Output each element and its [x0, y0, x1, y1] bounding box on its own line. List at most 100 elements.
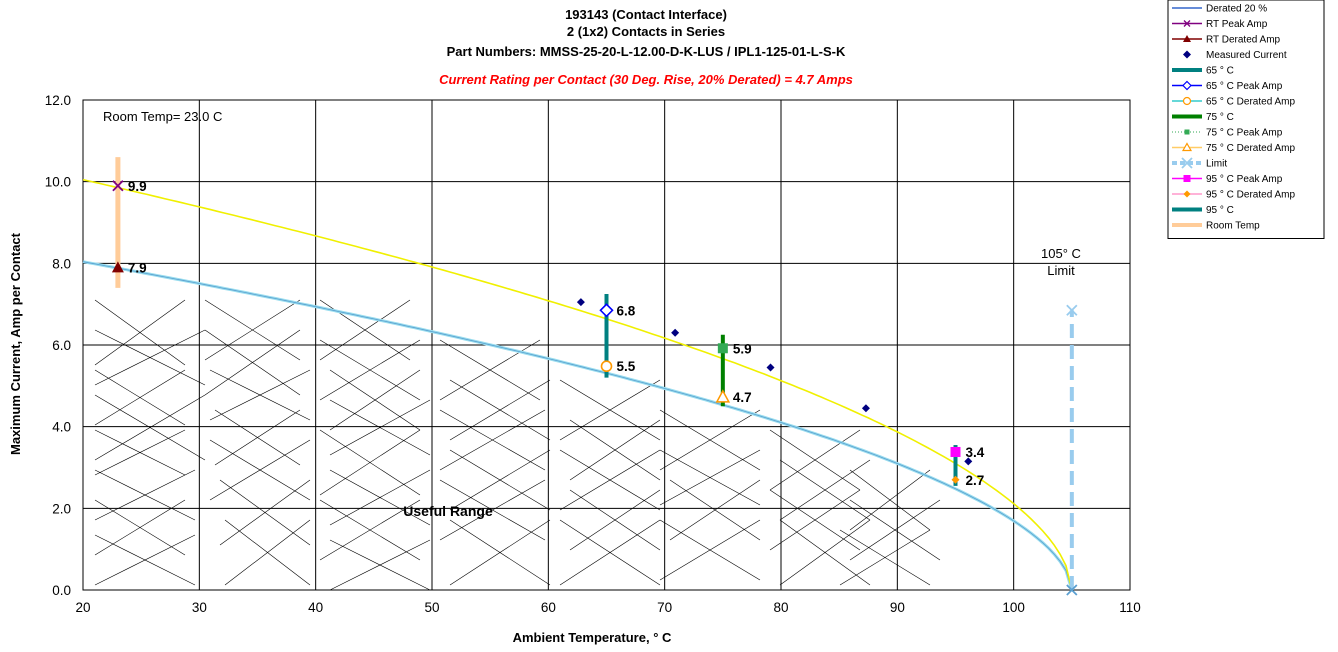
hatch-line — [94, 469, 196, 521]
series-3-point — [964, 457, 973, 466]
hatch-line — [569, 419, 661, 481]
data-label: 7.9 — [128, 260, 147, 275]
legend-item: 75 ° C — [1172, 112, 1234, 123]
legend-label: 65 ° C Peak Amp — [1206, 81, 1283, 92]
hatch-line — [769, 429, 861, 491]
legend-item: 65 ° C Derated Amp — [1172, 97, 1295, 108]
data-label: 4.7 — [733, 390, 752, 405]
hatch-line — [439, 479, 546, 541]
y-tick-label: 4.0 — [52, 420, 71, 435]
hatch-line — [209, 369, 311, 421]
legend-label: Derated 20 % — [1206, 4, 1267, 15]
legend-label: RT Peak Amp — [1206, 19, 1268, 30]
data-labels: 9.9 7.9 6.8 5.5 5.9 4.7 3.4 2.7 — [128, 179, 985, 488]
hatch-line — [439, 339, 541, 401]
x-tick-label: 100 — [1002, 600, 1025, 615]
hatch-line — [204, 329, 301, 396]
x-tick-label: 70 — [657, 600, 672, 615]
hatch-line — [319, 429, 421, 496]
hatch-line — [329, 399, 431, 456]
legend-label: 65 ° C Derated Amp — [1206, 97, 1295, 108]
data-label: 5.5 — [617, 359, 636, 374]
legend-item: 95 ° C Derated Amp — [1172, 190, 1295, 201]
hatch-line — [669, 479, 761, 541]
data-label: 6.8 — [617, 303, 636, 318]
hatch-line — [329, 369, 421, 431]
chart-title-line-2: 2 (1x2) Contacts in Series — [567, 24, 725, 39]
x-axis-title: Ambient Temperature, ° C — [513, 630, 672, 645]
hatch-line — [659, 409, 761, 471]
series-9-point — [715, 389, 731, 403]
derated-curve-core — [82, 261, 1073, 591]
hatch-line — [559, 379, 661, 441]
hatch-line — [94, 499, 186, 556]
x-tick-label: 50 — [424, 600, 439, 615]
hatch-line — [319, 299, 411, 361]
legend-item: RT Peak Amp — [1172, 19, 1268, 30]
hatch-line — [659, 519, 761, 581]
hatch-line — [219, 479, 311, 546]
hatch-line — [779, 519, 871, 586]
data-label: 3.4 — [966, 445, 985, 460]
useful-range-label: Useful Range — [403, 503, 493, 519]
legend-label: 95 ° C — [1206, 205, 1234, 216]
legend-marker — [1184, 129, 1190, 135]
legend-item: 65 ° C — [1172, 66, 1234, 77]
x-tick-label: 60 — [541, 600, 556, 615]
legend-marker — [1181, 142, 1193, 152]
x-tick-label: 90 — [890, 600, 905, 615]
series-12-point — [951, 475, 960, 484]
legend-marker — [1183, 20, 1191, 27]
room-temp-annotation: Room Temp= 23.0 C — [103, 109, 222, 124]
legend-label: Room Temp — [1206, 221, 1260, 232]
series-11-point — [950, 446, 961, 457]
legend-item: Derated 20 % — [1172, 4, 1267, 15]
hatch-line — [559, 449, 661, 511]
useful-range-hatching — [94, 299, 941, 591]
series-3-point — [671, 328, 680, 337]
series-3-point — [861, 404, 870, 413]
series-10-limit-top-marker — [1066, 304, 1078, 316]
legend-item: 75 ° C Derated Amp — [1172, 142, 1295, 154]
legend-item: RT Derated Amp — [1172, 35, 1281, 46]
legend-label: Measured Current — [1206, 50, 1287, 61]
series-3-point — [576, 298, 585, 307]
limit-annotation-line2: Limit — [1047, 263, 1075, 278]
legend-label: 75 ° C — [1206, 112, 1234, 123]
hatch-line — [94, 329, 206, 386]
x-tick-label: 40 — [308, 600, 323, 615]
series-8-point — [717, 343, 728, 354]
hatch-line — [659, 449, 761, 506]
chart-title-line-1: 193143 (Contact Interface) — [565, 7, 727, 22]
series-5-point — [599, 303, 614, 318]
legend-marker — [1183, 190, 1191, 198]
series-2-point — [111, 261, 124, 273]
hatch-line — [94, 299, 186, 366]
y-tick-label: 6.0 — [52, 338, 71, 353]
hatch-line — [449, 519, 551, 586]
y-tick-label: 2.0 — [52, 501, 71, 516]
legend: Derated 20 % RT Peak Amp RT Derated Amp Mea… — [1167, 0, 1325, 239]
data-label: 9.9 — [128, 179, 147, 194]
y-axis-title: Maximum Current, Amp per Contact — [8, 232, 23, 455]
series-10-limit-base-marker — [1066, 584, 1078, 596]
legend-item: 95 ° C — [1172, 205, 1234, 216]
hatch-line — [849, 499, 941, 561]
hatch-line — [224, 519, 311, 586]
hatch-line — [569, 489, 661, 551]
series-6-point — [600, 360, 613, 373]
derated-curve — [82, 260, 1074, 591]
hatch-line — [329, 539, 431, 591]
legend-label: 75 ° C Peak Amp — [1206, 128, 1283, 139]
legend-marker — [1183, 35, 1191, 42]
hatch-line — [849, 469, 931, 531]
chart-title-line-3: Part Numbers: MMSS-25-20-L-12.00-D-K-LUS… — [447, 44, 846, 59]
legend-label: RT Derated Amp — [1206, 35, 1281, 46]
peak-curve — [82, 178, 1073, 591]
y-tick-label: 12.0 — [45, 93, 71, 108]
hatch-line — [214, 409, 301, 466]
legend-marker — [1183, 175, 1191, 182]
legend-label: 65 ° C — [1206, 66, 1234, 77]
hatch-line — [94, 369, 186, 426]
